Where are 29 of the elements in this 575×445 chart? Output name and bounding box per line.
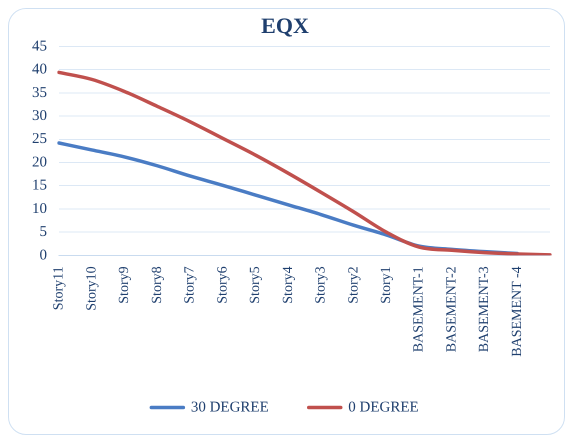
- x-tick-label: Story10: [84, 266, 100, 311]
- legend-label: 30 DEGREE: [190, 399, 269, 416]
- x-tick-label: Story1: [379, 266, 394, 304]
- y-tick-label: 10: [32, 200, 47, 217]
- y-tick-label: 25: [32, 131, 47, 148]
- y-tick-label: 35: [32, 84, 47, 101]
- x-tick-label: Story3: [314, 266, 329, 304]
- y-tick-label: 0: [40, 247, 47, 264]
- y-tick-label: 30: [32, 108, 47, 124]
- x-tick-label: Story9: [117, 266, 132, 304]
- legend-label: 0 DEGREE: [348, 399, 419, 416]
- y-tick-label: 45: [32, 38, 47, 54]
- x-tick-label: BASEMENT-3: [477, 266, 492, 352]
- y-tick-label: 15: [32, 178, 47, 194]
- y-tick-label: 20: [32, 154, 47, 170]
- x-tick-label: Story5: [248, 266, 264, 304]
- x-tick-label: Story4: [280, 266, 296, 304]
- x-tick-label: Story2: [346, 266, 362, 304]
- x-tick-label: Story8: [150, 266, 165, 304]
- line-series: [57, 70, 552, 256]
- y-tick-label: 40: [32, 62, 47, 78]
- y-tick-label: 5: [40, 224, 47, 240]
- x-tick-label: Story6: [215, 266, 230, 304]
- x-tick-label: Story11: [52, 266, 67, 310]
- x-tick-label: BASEMENT-1: [412, 266, 427, 352]
- x-tick-label: BASEMENT-2: [444, 266, 460, 352]
- x-tick-label: BASEMENT -4: [510, 266, 525, 357]
- chart-title: EQX: [261, 12, 309, 38]
- x-tick-label: Story7: [182, 266, 198, 304]
